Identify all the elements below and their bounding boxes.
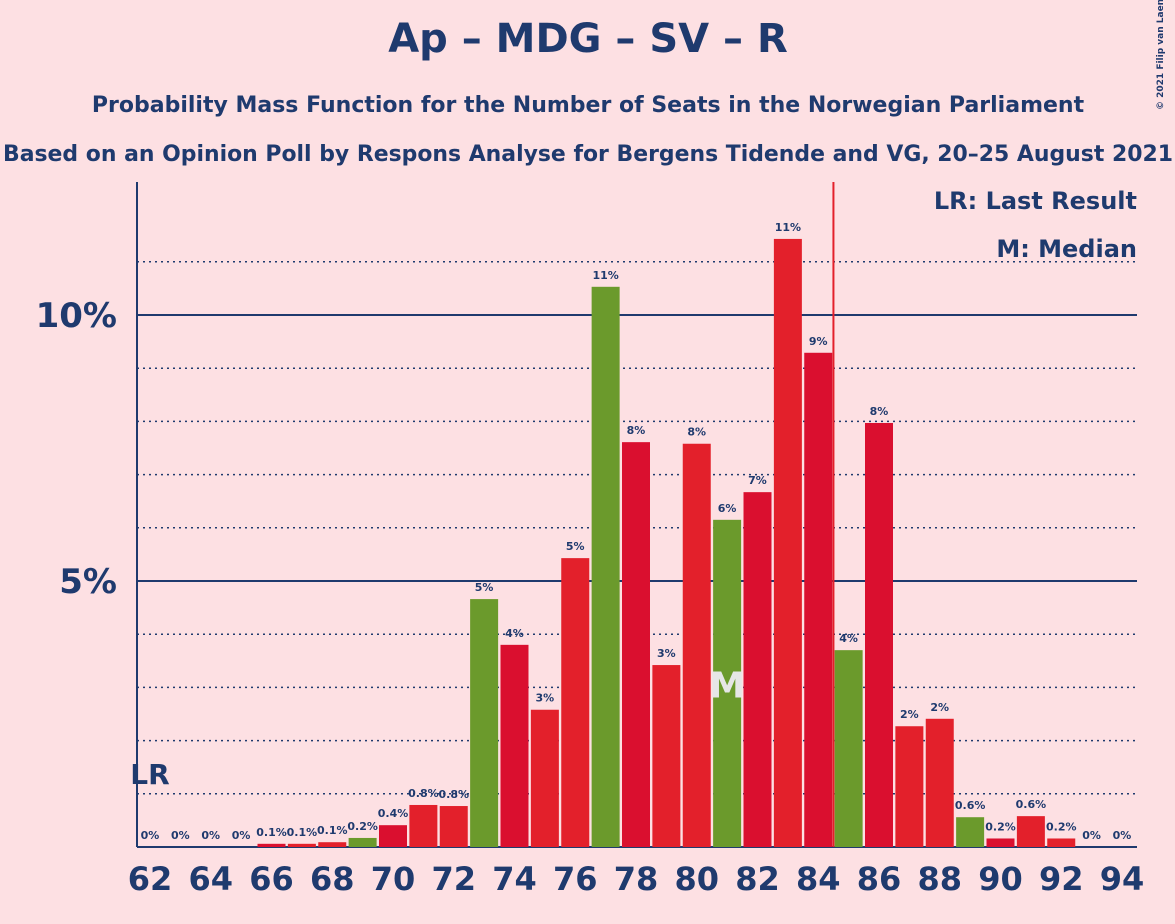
bar [348, 837, 377, 847]
bar [318, 842, 347, 847]
x-tick-label: 78 [614, 860, 659, 898]
x-tick-label: 74 [492, 860, 537, 898]
y-tick-label: 10% [36, 296, 117, 336]
value-label: 6% [718, 502, 737, 515]
chart-title: Ap – MDG – SV – R [388, 16, 788, 62]
value-label: 11% [592, 269, 618, 282]
value-label: 5% [475, 581, 494, 594]
x-tick-label: 66 [249, 860, 294, 898]
x-tick-label: 62 [128, 860, 173, 898]
value-label: 0.2% [347, 820, 378, 833]
bar [773, 238, 802, 847]
bar [743, 492, 772, 847]
bar [804, 352, 833, 847]
x-tick-label: 92 [1039, 860, 1084, 898]
x-tick-label: 90 [978, 860, 1023, 898]
last-result-marker: LR [130, 758, 169, 791]
bar [652, 665, 681, 847]
bar [287, 843, 316, 847]
bar [986, 838, 1015, 847]
value-label: 8% [687, 426, 706, 439]
bar [470, 599, 499, 847]
value-label: 8% [870, 405, 889, 418]
bar [409, 804, 438, 847]
bar [925, 718, 954, 847]
bar [682, 443, 711, 847]
bar [500, 644, 529, 847]
value-label: 0.1% [317, 824, 348, 837]
value-label: 0% [232, 829, 251, 842]
bar [561, 558, 590, 847]
value-label: 7% [748, 474, 767, 487]
value-label: 0.1% [287, 826, 318, 839]
bar [1016, 816, 1045, 847]
bar [257, 843, 286, 847]
bar [1047, 838, 1076, 847]
value-label: 0% [141, 829, 160, 842]
bar [865, 422, 893, 847]
bar [439, 806, 468, 847]
value-label: 0.4% [378, 807, 409, 820]
value-label: 0.8% [438, 788, 469, 801]
bar [713, 519, 742, 847]
value-label: 0.6% [1016, 798, 1047, 811]
value-label: 9% [809, 335, 828, 348]
value-label: 0.8% [408, 787, 439, 800]
x-tick-label: 88 [917, 860, 962, 898]
subtitle: Probability Mass Function for the Number… [92, 93, 1085, 118]
subtitle: Based on an Opinion Poll by Respons Anal… [3, 142, 1173, 167]
value-label: 2% [930, 701, 949, 714]
value-label: 0% [201, 829, 220, 842]
x-tick-label: 80 [674, 860, 719, 898]
x-tick-label: 86 [857, 860, 902, 898]
y-tick-label: 5% [59, 562, 117, 602]
x-tick-label: 84 [796, 860, 841, 898]
value-label: 0.2% [985, 820, 1016, 833]
x-tick-label: 68 [310, 860, 355, 898]
x-tick-label: 70 [371, 860, 416, 898]
value-label: 4% [839, 632, 858, 645]
bar [834, 650, 863, 847]
bar [530, 709, 559, 847]
value-label: 0% [1082, 829, 1101, 842]
bar [379, 825, 407, 847]
value-label: 4% [505, 627, 524, 640]
bar [895, 726, 924, 847]
value-label: 0.2% [1046, 820, 1077, 833]
value-label: 0.6% [955, 799, 986, 812]
value-label: 0.1% [256, 826, 287, 839]
value-label: 3% [657, 647, 676, 660]
value-label: 11% [775, 221, 801, 234]
value-label: 3% [536, 692, 555, 705]
x-tick-label: 64 [188, 860, 233, 898]
median-marker: M [709, 665, 745, 706]
legend-entry: M: Median [996, 235, 1137, 263]
legend-entry: LR: Last Result [934, 187, 1137, 215]
bar [622, 442, 650, 847]
x-tick-label: 82 [735, 860, 780, 898]
bar [956, 817, 985, 847]
value-label: 5% [566, 540, 585, 553]
value-label: 0% [1113, 829, 1132, 842]
value-label: 0% [171, 829, 190, 842]
x-tick-label: 94 [1100, 860, 1145, 898]
value-label: 8% [627, 424, 646, 437]
value-label: 2% [900, 708, 919, 721]
x-tick-label: 72 [431, 860, 476, 898]
bar [591, 286, 620, 848]
copyright: © 2021 Filip van Laenen [1156, 0, 1166, 110]
x-tick-label: 76 [553, 860, 598, 898]
